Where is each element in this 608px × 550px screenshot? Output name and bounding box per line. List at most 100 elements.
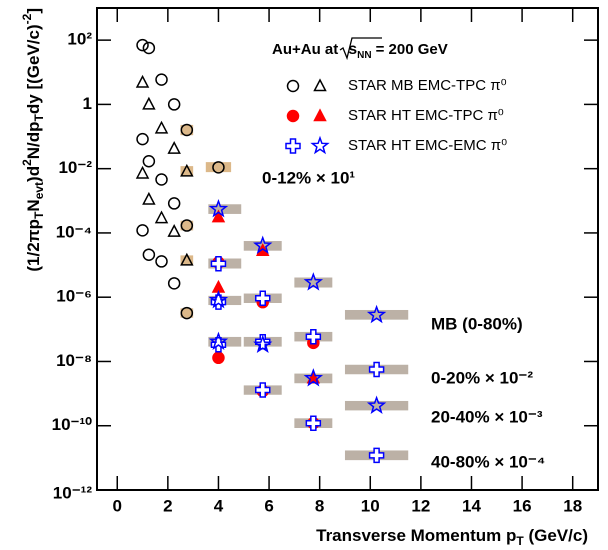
y-tick-label: 10⁻⁸ [56,351,92,370]
point [305,415,322,431]
point [254,290,271,306]
y-axis-title: (1/2πpTNevt)d2N/dpTdy [(GeV/c)-2] [20,8,46,272]
legend-marker [286,79,300,93]
plot-frame [96,7,599,491]
sys-band [294,277,333,288]
annotation: 0-20% × 10⁻² [431,368,533,387]
point [210,294,227,310]
sys-band [344,309,409,320]
sys-band [180,124,194,136]
point [305,328,322,345]
point [142,41,156,55]
point [154,210,169,224]
y-tick-label: 1 [83,94,92,113]
point [180,163,194,177]
legend-label: STAR HT EMC-EMC π⁰ [348,137,507,154]
point [211,209,226,223]
legend-title-part: s [348,41,357,58]
y-axis-title-part: -2 [20,13,34,24]
y-tick-label: 10⁻⁶ [56,287,92,306]
point [210,255,227,272]
point [303,368,324,387]
point [180,219,194,232]
point [303,272,324,291]
x-axis-title: Transverse Momentum pT (GeV/c) [316,526,588,548]
x-tick-label: 6 [264,496,273,515]
legend-marker [310,135,330,155]
x-tick-label: 2 [163,496,172,515]
legend-title-part: = 200 GeV [376,41,448,58]
sys-band [205,162,232,173]
legend-label: STAR MB EMC-TPC π⁰ [348,77,507,94]
point [254,382,271,398]
annotation: 0-12% × 10¹ [262,168,355,187]
y-tick-label: 10⁻¹⁰ [52,415,93,434]
point [208,198,229,218]
point [154,120,169,134]
point [136,38,149,52]
point [208,289,229,309]
sys-band [180,308,194,318]
point [167,98,181,111]
legend-title-part: NN [357,50,371,61]
y-axis-title-part: (1/2πp [24,219,43,272]
point [155,173,168,186]
point [142,155,156,168]
point [253,334,273,354]
point [212,161,225,174]
x-tick-label: 8 [315,496,324,515]
legend-label: STAR HT EMC-TPC π⁰ [348,107,504,124]
point [180,306,194,320]
legend-marker [313,78,327,92]
point [180,252,194,266]
point [155,255,168,268]
y-axis-title-part: N/dp [24,121,43,159]
legend-title-part: Au+Au at [272,41,338,58]
annotation: 20-40% × 10⁻³ [431,407,543,426]
x-tick-label: 18 [563,496,582,515]
y-axis-title-part: 2 [20,159,34,166]
y-axis-title-part: T [32,211,46,219]
sys-band [344,400,409,411]
point [212,351,225,365]
x-axis-title-part: T [516,534,524,548]
x-tick-label: 10 [361,496,380,515]
x-tick-label: 12 [411,496,430,515]
x-tick-label: 16 [513,496,532,515]
point [142,96,156,110]
point [155,73,168,86]
y-tick-label: 10² [67,30,92,49]
point [136,224,149,237]
point [142,191,156,205]
legend-marker [313,108,327,122]
y-axis-title-part: )d [24,166,43,182]
legend-title: Au+Au at sNN = 200 GeV [272,41,448,61]
point [142,248,156,261]
point [167,277,181,290]
point [135,165,150,179]
point [366,304,387,324]
x-axis-title-part: (GeV/c) [524,526,588,545]
y-axis-title-part: N [24,199,43,211]
y-tick-label: 10⁻¹² [53,483,93,502]
sys-band [208,204,242,214]
y-tick-label: 10⁻⁴ [56,222,92,241]
point [368,361,385,378]
point [253,235,273,254]
x-tick-label: 14 [462,496,481,515]
annotation: MB (0-80%) [431,314,523,333]
sys-band [180,255,194,266]
x-axis-title-part: Transverse Momentum p [316,526,516,545]
x-tick-label: 4 [214,496,224,515]
point [208,331,229,351]
point [167,223,181,237]
y-axis-title-part: evt [32,182,46,199]
point [180,123,194,137]
x-tick-label: 0 [113,496,122,515]
y-axis-title-part: T [32,113,46,121]
y-axis-title-part: dy [(GeV/c) [24,24,43,114]
point [167,141,181,154]
point [368,447,385,464]
sys-band [180,220,194,231]
